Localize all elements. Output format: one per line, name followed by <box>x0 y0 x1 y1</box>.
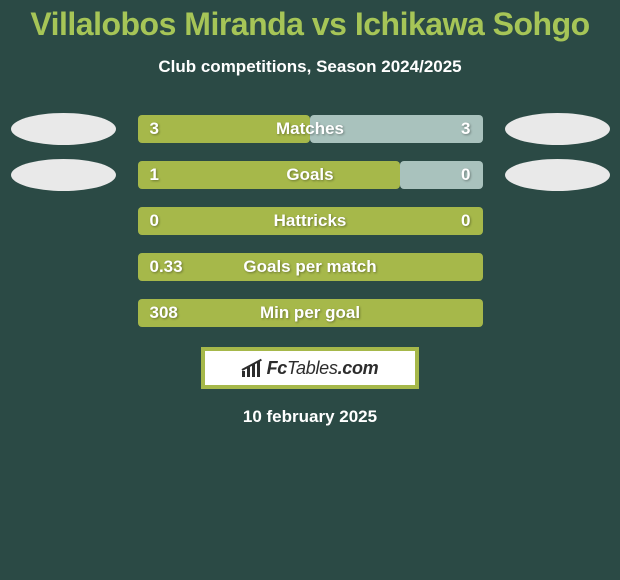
stat-bar-track: 0.33 Goals per match <box>138 253 483 281</box>
stat-value-right: 0 <box>461 165 470 185</box>
stat-bar-left <box>138 161 400 189</box>
logo-text: FcTables.com <box>267 358 379 379</box>
subtitle: Club competitions, Season 2024/2025 <box>0 57 620 77</box>
logo: FcTables.com <box>242 358 379 379</box>
stats-container: 3 3 Matches 1 0 Goals 0 0 Hattricks 0.33 Goals per… <box>0 115 620 327</box>
stat-row: 0.33 Goals per match <box>0 253 620 281</box>
stat-row: 308 Min per goal <box>0 299 620 327</box>
logo-text-light: Tables <box>287 358 338 378</box>
stat-value-left: 3 <box>150 119 159 139</box>
stat-value-left: 308 <box>150 303 178 323</box>
stat-label: Matches <box>276 119 344 139</box>
logo-box: FcTables.com <box>201 347 419 389</box>
stat-value-right: 3 <box>461 119 470 139</box>
stat-value-left: 1 <box>150 165 159 185</box>
stat-label: Min per goal <box>260 303 360 323</box>
stat-row: 1 0 Goals <box>0 161 620 189</box>
page-title: Villalobos Miranda vs Ichikawa Sohgo <box>0 0 620 43</box>
stat-row: 0 0 Hattricks <box>0 207 620 235</box>
stat-value-left: 0 <box>150 211 159 231</box>
date-text: 10 february 2025 <box>0 407 620 427</box>
logo-text-suffix: .com <box>338 358 379 378</box>
bar-chart-icon <box>242 359 264 377</box>
stat-bar-track: 308 Min per goal <box>138 299 483 327</box>
player-ellipse-left <box>11 113 116 145</box>
stat-label: Hattricks <box>274 211 347 231</box>
stat-value-left: 0.33 <box>150 257 183 277</box>
stat-label: Goals <box>286 165 333 185</box>
stat-value-right: 0 <box>461 211 470 231</box>
stat-bar-track: 3 3 Matches <box>138 115 483 143</box>
player-ellipse-right <box>505 113 610 145</box>
stat-bar-track: 0 0 Hattricks <box>138 207 483 235</box>
stat-bar-track: 1 0 Goals <box>138 161 483 189</box>
stat-label: Goals per match <box>243 257 376 277</box>
player-ellipse-right <box>505 159 610 191</box>
logo-text-bold: Fc <box>267 358 287 378</box>
stat-row: 3 3 Matches <box>0 115 620 143</box>
player-ellipse-left <box>11 159 116 191</box>
